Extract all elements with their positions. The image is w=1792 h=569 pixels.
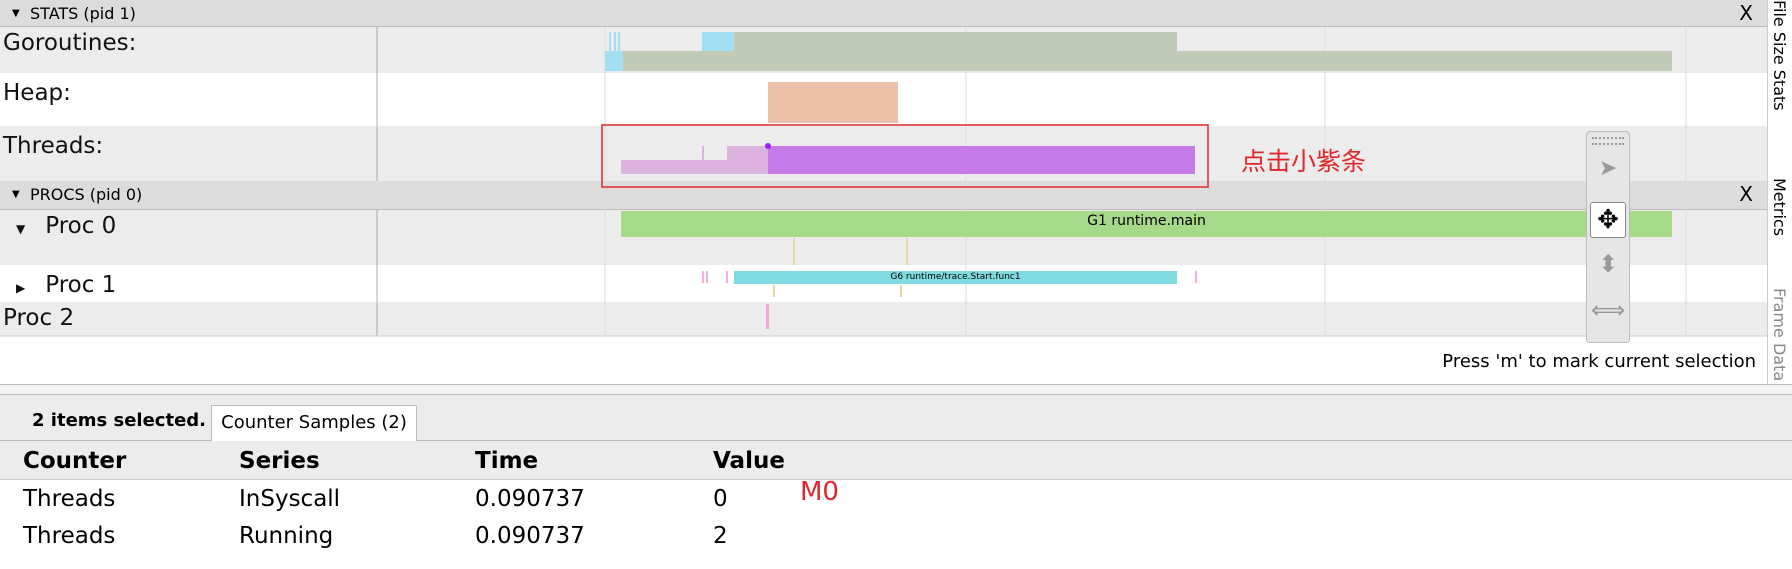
- annotation: 点击小紫条: [1241, 147, 1367, 176]
- track-label: Heap:: [3, 80, 71, 106]
- cell: Threads: [23, 523, 116, 549]
- table-header: Counter Series Time Value: [0, 441, 1792, 480]
- side-tab[interactable]: Frame Data: [1770, 288, 1789, 382]
- cell: Running: [239, 523, 334, 549]
- triangle: ▼: [12, 189, 20, 200]
- close[interactable]: X: [1739, 182, 1753, 206]
- side-tabs: File Size Stats Metrics Frame Data: [1767, 0, 1792, 384]
- track-label: Threads:: [3, 133, 104, 159]
- cell: InSyscall: [239, 486, 341, 512]
- table: Counter Series Time Value Threads InSysc…: [0, 441, 1792, 569]
- row-bg: [0, 302, 1767, 336]
- tracks: [0, 27, 1767, 337]
- cell: 0.090737: [475, 523, 585, 549]
- header-cell[interactable]: Series: [239, 448, 320, 474]
- header-cell[interactable]: Value: [713, 448, 785, 474]
- select-tool[interactable]: ➤: [1598, 156, 1618, 181]
- panel-bar: 2 items selected. Counter Samples (2): [0, 395, 1792, 441]
- header-cell[interactable]: Time: [475, 448, 539, 474]
- timeline: ▼ STATS (pid 1) X Goroutines: Heap: Thread…: [0, 0, 1767, 372]
- track-label[interactable]: ▶ Proc 1: [16, 272, 117, 298]
- slice-label[interactable]: G1 runtime.main: [1087, 213, 1206, 229]
- proc-name: Proc 0: [45, 213, 117, 239]
- cell: 0: [713, 486, 728, 512]
- cell: 0.090737: [475, 486, 585, 512]
- track-label[interactable]: ▼ Proc 0: [16, 213, 117, 239]
- tab[interactable]: Counter Samples (2): [211, 405, 417, 441]
- annotation: M0: [800, 477, 839, 507]
- track-label: Goroutines:: [3, 30, 137, 56]
- track-label: Proc 2: [3, 305, 75, 331]
- proc-name: Proc 1: [45, 272, 117, 298]
- triangle: ▼: [12, 8, 20, 19]
- stats-header[interactable]: ▼ STATS (pid 1) X: [0, 0, 1767, 27]
- grip: [1592, 137, 1624, 145]
- slice-label[interactable]: G6 runtime/trace.Start.func1: [890, 272, 1021, 282]
- section-title: STATS (pid 1): [30, 4, 136, 23]
- procs-header[interactable]: ▼ PROCS (pid 0) X: [0, 181, 1767, 210]
- side-tab[interactable]: File Size Stats: [1770, 0, 1789, 111]
- side-tab[interactable]: Metrics: [1770, 178, 1789, 237]
- cell: Threads: [23, 486, 116, 512]
- selection-count: 2 items selected.: [32, 410, 207, 431]
- divider[interactable]: [0, 384, 1792, 395]
- pan-tool[interactable]: ✥: [1590, 202, 1626, 238]
- zoom-tool[interactable]: ⬍: [1597, 250, 1619, 278]
- hint: Press 'm' to mark current selection: [1442, 351, 1756, 372]
- header-cell[interactable]: Counter: [23, 448, 127, 474]
- timing-tool[interactable]: ⟺: [1591, 296, 1626, 324]
- toolbar: ➤ ✥ ⬍ ⟺: [1586, 131, 1630, 343]
- section-title: PROCS (pid 0): [30, 185, 143, 204]
- cell: 2: [713, 523, 728, 549]
- close[interactable]: X: [1739, 1, 1753, 25]
